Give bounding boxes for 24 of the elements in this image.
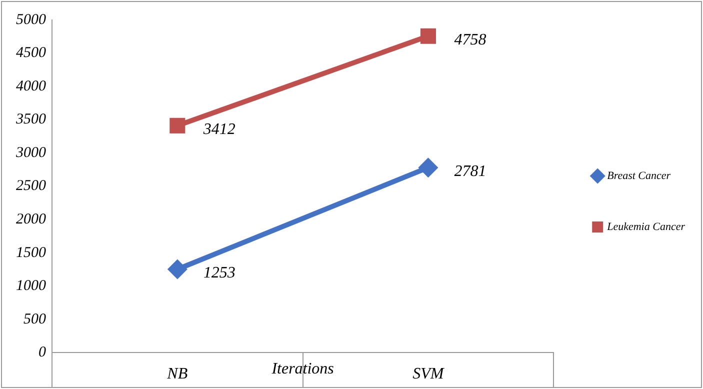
y-tick-label: 2000: [16, 211, 46, 228]
x-axis-title: Iterations: [270, 360, 334, 378]
data-label: 1253: [203, 264, 236, 282]
x-tick-label: SVM: [412, 365, 446, 382]
y-tick-label: 500: [24, 311, 46, 328]
y-tick-label: 0: [38, 344, 46, 361]
y-tick-label: 1000: [16, 278, 46, 294]
point: [170, 118, 186, 134]
y-tick-label: 1500: [16, 244, 46, 261]
legend-label: Leukemia Cancer: [606, 220, 686, 233]
x-tick-label: NB: [166, 365, 188, 382]
y-tick-label: 3500: [15, 112, 46, 128]
data-label: 4758: [454, 31, 486, 48]
y-tick-label: 2500: [16, 178, 46, 194]
y-tick-label: 3000: [15, 144, 46, 161]
point: [420, 28, 436, 44]
y-tick-label: 4000: [16, 78, 46, 94]
y-tick-label: 4500: [16, 45, 46, 62]
point: [418, 158, 438, 178]
data-label: 3412: [202, 120, 236, 138]
legend-label: Breast Cancer: [607, 170, 672, 182]
data-label: 2781: [454, 162, 486, 180]
point: [167, 259, 188, 280]
y-tick-label: 5000: [16, 12, 46, 28]
